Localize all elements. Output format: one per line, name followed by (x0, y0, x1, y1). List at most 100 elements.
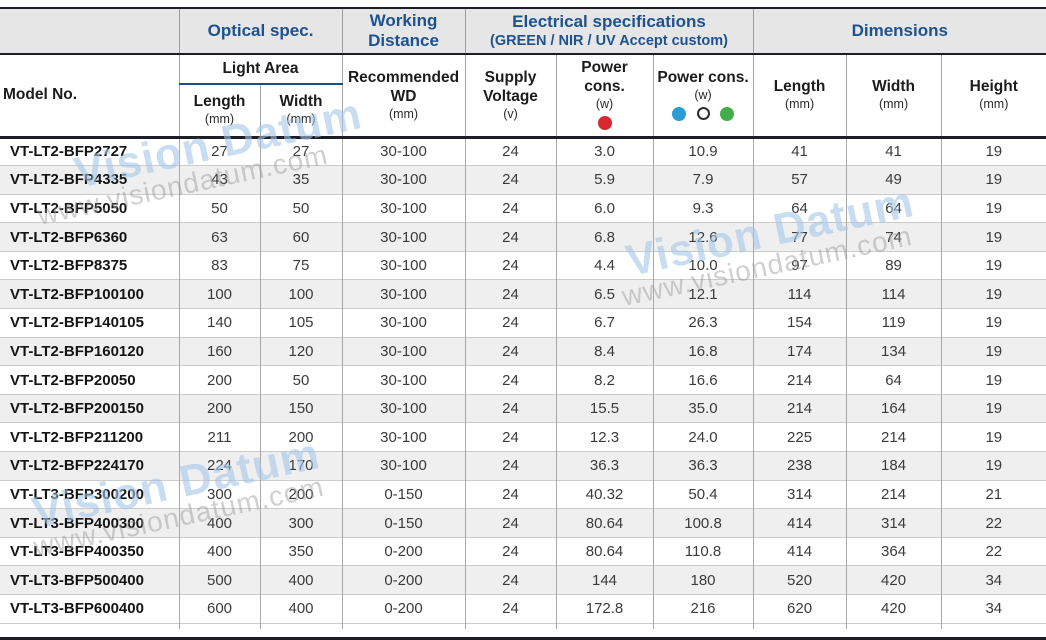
value-cell: 30-100 (341, 193, 466, 223)
value-cell: 64 (845, 365, 942, 395)
value-cell: 211 (178, 422, 260, 452)
header-supply-voltage: Supply Voltage (v) (464, 54, 557, 137)
value-cell: 6.8 (555, 222, 654, 252)
value-cell: 174 (752, 336, 847, 366)
value-cell: 49 (845, 165, 942, 195)
value-cell: 400 (178, 508, 260, 538)
value-cell: 36.3 (555, 451, 654, 481)
value-cell: 180 (652, 565, 754, 595)
value-cell: 164 (845, 393, 942, 423)
value-cell: 24 (464, 565, 557, 595)
model-cell: VT-LT2-BFP140105 (0, 308, 179, 338)
value-cell: 5.9 (555, 165, 654, 195)
value-cell: 22 (940, 536, 1046, 566)
value-cell: 100 (178, 279, 260, 309)
value-cell: 24 (464, 365, 557, 395)
value-cell: 364 (845, 536, 942, 566)
value-cell: 74 (845, 222, 942, 252)
value-cell: 19 (940, 393, 1046, 423)
value-cell: 27 (259, 135, 343, 166)
table-row: VT-LT2-BFP160120 160 120 30-100 24 8.4 16.8 174… (0, 336, 1046, 366)
model-cell: VT-LT2-BFP5050 (0, 193, 179, 223)
value-cell: 100 (259, 279, 343, 309)
value-cell: 19 (940, 422, 1046, 452)
value-cell: 214 (752, 393, 847, 423)
model-cell: VT-LT3-BFP400350 (0, 536, 179, 566)
table-row: VT-LT3-BFP600400 600 400 0-200 24 172.8 216 620… (0, 594, 1046, 624)
value-cell: 19 (940, 250, 1046, 280)
value-cell: 105 (259, 308, 343, 338)
model-cell: VT-LT2-BFP2727 (0, 135, 179, 166)
value-cell: 0-150 (341, 479, 466, 509)
la-length-unit: (mm) (204, 112, 235, 127)
value-cell: 41 (752, 135, 847, 166)
header-dim-height: Height (mm) (940, 54, 1046, 137)
dim-width-unit: (mm) (878, 97, 909, 112)
value-cell: 620 (752, 594, 847, 624)
value-cell: 214 (752, 365, 847, 395)
value-cell: 19 (940, 279, 1046, 309)
value-cell: 63 (178, 222, 260, 252)
value-cell: 144 (555, 565, 654, 595)
value-cell: 24 (464, 222, 557, 252)
value-cell: 24.0 (652, 422, 754, 452)
header-light-area: Light Area (178, 54, 343, 85)
value-cell: 114 (752, 279, 847, 309)
value-cell: 50 (259, 193, 343, 223)
value-cell: 16.8 (652, 336, 754, 366)
dim-height-label: Height (969, 78, 1018, 96)
power-cons-red-label: Power cons. (581, 59, 628, 96)
value-cell: 400 (259, 594, 343, 624)
value-cell: 24 (464, 479, 557, 509)
model-cell: VT-LT2-BFP8375 (0, 250, 179, 280)
header-group-working-distance: Working Distance (341, 7, 466, 55)
table-header: Optical spec. Working Distance Electrica… (0, 7, 1046, 137)
spec-table: Optical spec. Working Distance Electrica… (0, 7, 1046, 630)
table-row: VT-LT2-BFP8375 83 75 30-100 24 4.4 10.0 97 89 19 (0, 250, 1046, 280)
table-row: VT-LT2-BFP224170 224 170 30-100 24 36.3 36.3 23… (0, 451, 1046, 481)
value-cell: 200 (178, 393, 260, 423)
model-cell: VT-LT2-BFP4335 (0, 165, 179, 195)
value-cell: 150 (259, 393, 343, 423)
model-cell: VT-LT3-BFP500400 (0, 565, 179, 595)
value-cell: 414 (752, 536, 847, 566)
supply-voltage-unit: (v) (503, 106, 518, 121)
value-cell: 24 (464, 279, 557, 309)
header-model-spacer (0, 7, 179, 55)
value-cell: 520 (752, 565, 847, 595)
header-dim-width: Width (mm) (845, 54, 942, 137)
value-cell: 24 (464, 393, 557, 423)
value-cell: 30-100 (341, 222, 466, 252)
value-cell: 30-100 (341, 135, 466, 166)
value-cell: 400 (259, 565, 343, 595)
header-group-row: Optical spec. Working Distance Electrica… (0, 7, 1046, 55)
value-cell (940, 622, 1046, 630)
value-cell: 60 (259, 222, 343, 252)
value-cell: 7.9 (652, 165, 754, 195)
value-cell: 3.0 (555, 135, 654, 166)
value-cell: 420 (845, 594, 942, 624)
value-cell: 225 (752, 422, 847, 452)
value-cell (0, 622, 179, 630)
value-cell: 4.4 (555, 250, 654, 280)
value-cell: 19 (940, 165, 1046, 195)
value-cell: 300 (259, 508, 343, 538)
white-led-dot-icon (696, 107, 710, 121)
la-width-label: Width (279, 93, 323, 111)
header-power-cons-red: Power cons. (w) (555, 54, 654, 137)
value-cell: 6.5 (555, 279, 654, 309)
value-cell: 24 (464, 508, 557, 538)
model-cell: VT-LT2-BFP200150 (0, 393, 179, 423)
value-cell (259, 622, 343, 630)
table-row: VT-LT2-BFP140105 140 105 30-100 24 6.7 26.3 154… (0, 308, 1046, 338)
value-cell: 80.64 (555, 508, 654, 538)
dim-height-unit: (mm) (979, 97, 1009, 112)
value-cell: 22 (940, 508, 1046, 538)
value-cell (652, 622, 754, 630)
blue-led-dot-icon (672, 106, 687, 121)
model-cell: VT-LT2-BFP6360 (0, 222, 179, 252)
value-cell (464, 622, 557, 630)
value-cell: 24 (464, 536, 557, 566)
value-cell: 200 (259, 479, 343, 509)
